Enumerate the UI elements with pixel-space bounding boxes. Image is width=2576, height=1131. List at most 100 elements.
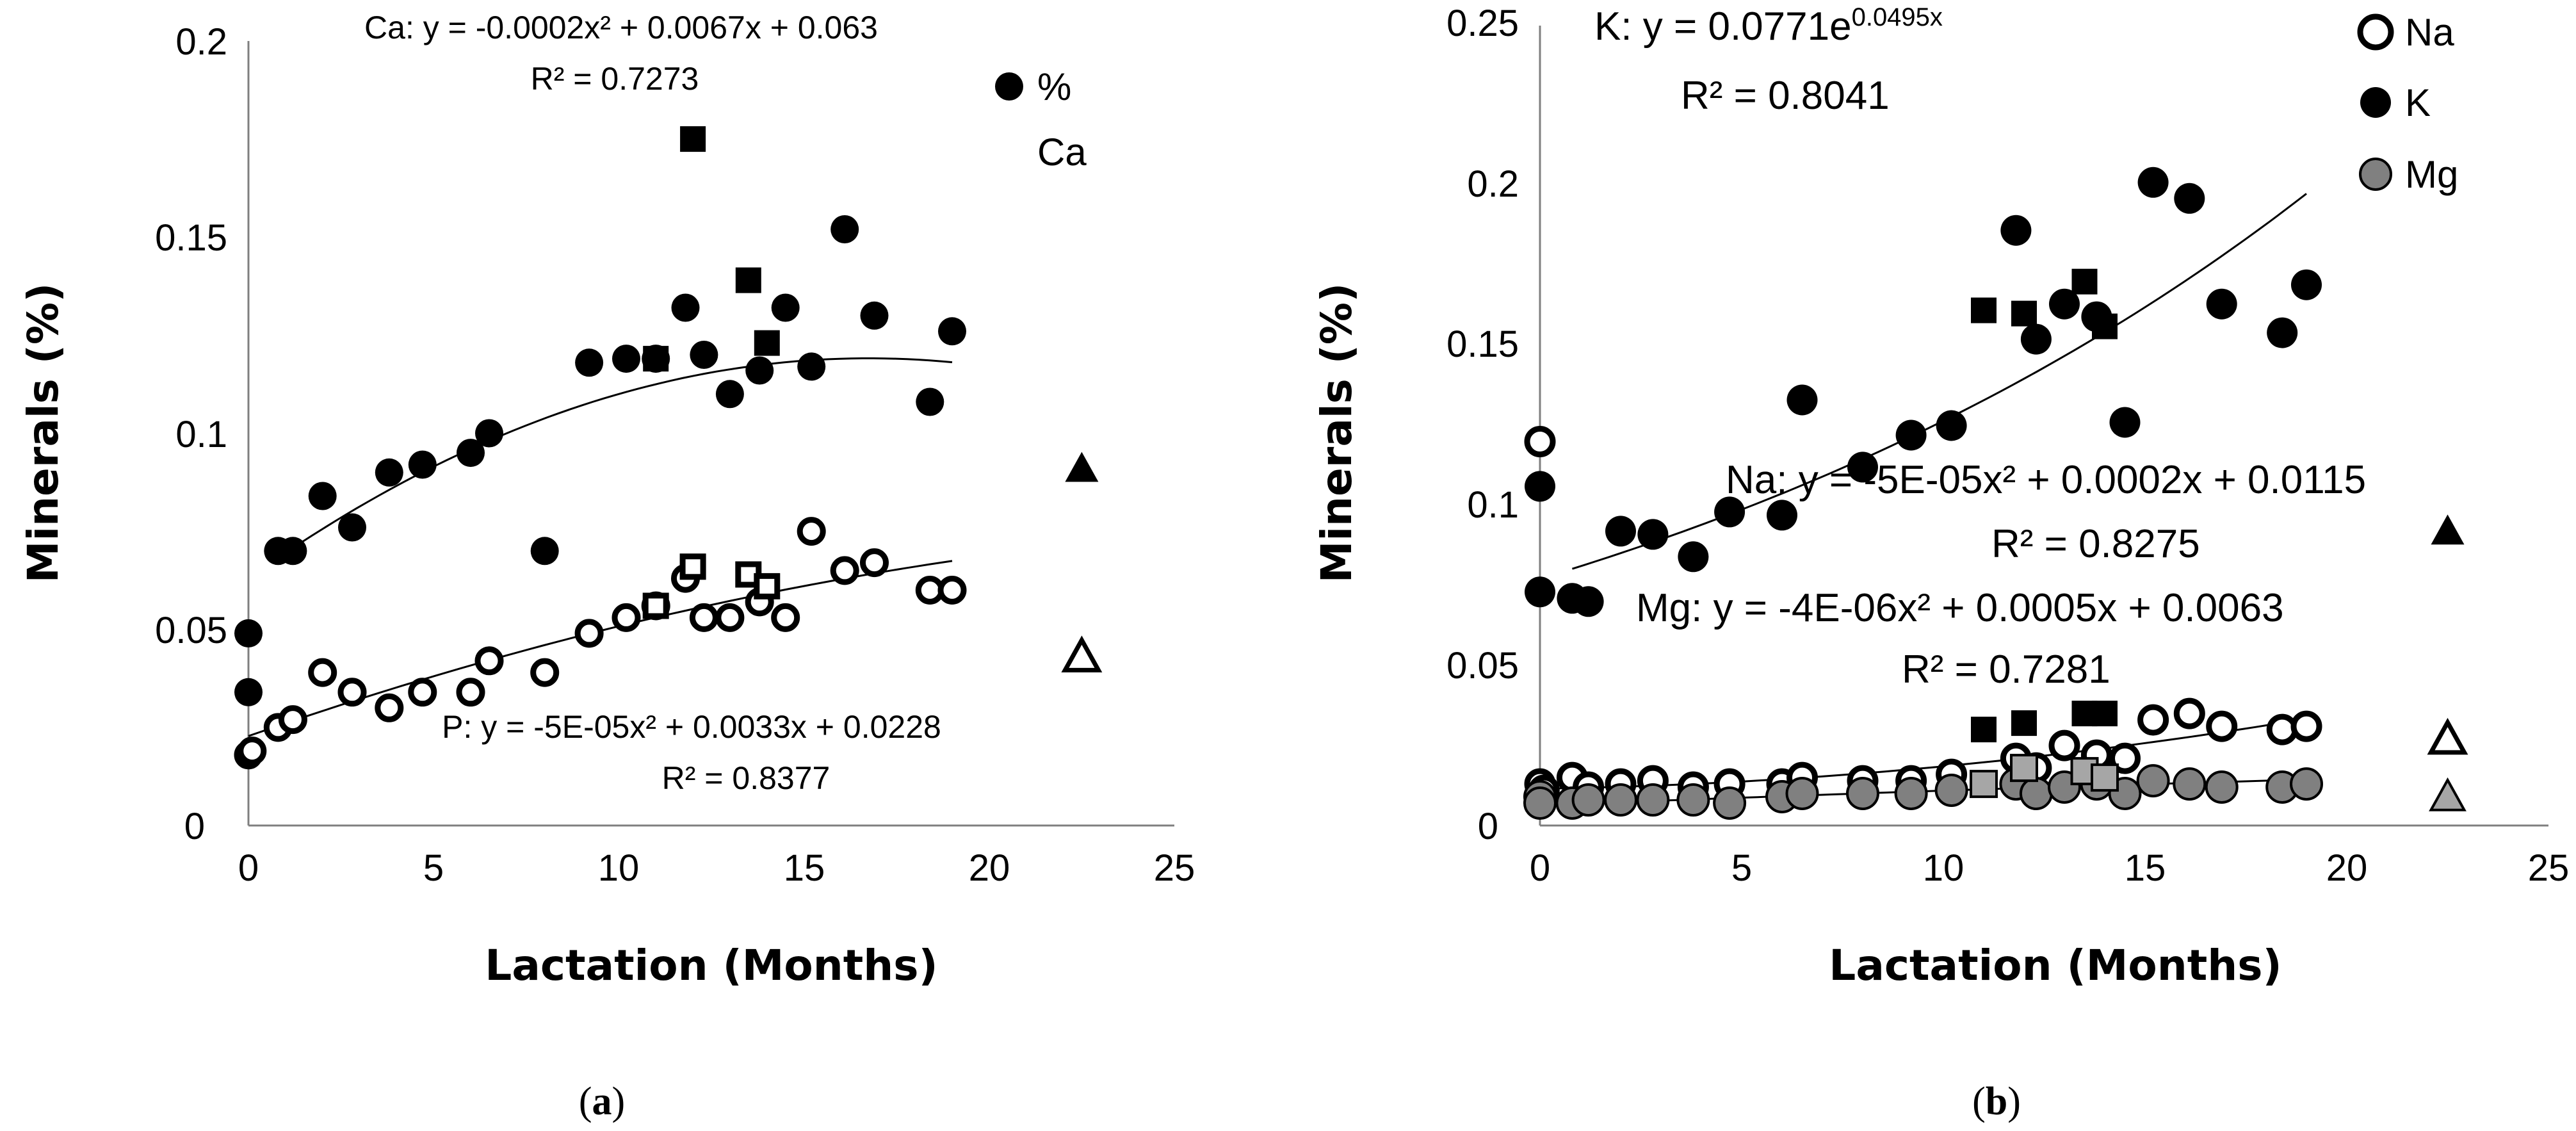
chart-b-k-equation: K: y = 0.0771e0.0495x xyxy=(1594,3,1943,49)
chart-a-point-p xyxy=(937,576,967,605)
chart-a-point-p xyxy=(797,517,826,546)
chart-b-point-k xyxy=(2020,323,2052,355)
chart-a-point-p xyxy=(238,736,267,766)
chart-a-x-tick-label: 15 xyxy=(784,847,825,889)
chart-a-point-ca xyxy=(938,317,966,346)
chart-b-point-k-mean xyxy=(1971,297,1997,323)
chart-b-y-tick-label: 0.2 xyxy=(1467,163,1519,205)
chart-a-x-tick-label: 5 xyxy=(423,847,444,889)
chart-a-point-ca xyxy=(234,678,263,706)
chart-b-point-mg xyxy=(2290,767,2323,801)
chart-b-point-k xyxy=(1714,496,1746,528)
chart-a-x-tick-label: 0 xyxy=(238,847,259,889)
chart-a-y-tick-label: 0.1 xyxy=(175,414,227,455)
chart-a-point-p xyxy=(860,548,889,578)
chart-a-p-equation: P: y = -5E-05x² + 0.0033x + 0.0228 xyxy=(442,709,941,745)
chart-a-point-p xyxy=(574,619,604,648)
chart-b-y-axis-title: Minerals (%) xyxy=(1312,283,1361,583)
chart-a-y-tick-label: 0.15 xyxy=(155,217,227,259)
chart-a-point-p xyxy=(408,678,437,707)
chart-b-na-r2: R² = 0.8275 xyxy=(1991,522,2200,566)
chart-a-point-p-mean xyxy=(679,553,706,580)
chart-a-point-ca xyxy=(457,439,485,468)
chart-b-point-na-reference xyxy=(2427,717,2468,755)
chart-a-y-tick-label: 0.05 xyxy=(155,610,227,651)
chart-b-point-mg xyxy=(1846,777,1879,810)
chart-b-point-mg-reference xyxy=(2429,777,2467,811)
chart-b-point-mg xyxy=(1894,777,1928,810)
chart-b-na-equation: Na: y = -5E-05x² + 0.0002x + 0.0115 xyxy=(1726,458,2366,502)
chart-b-point-k xyxy=(1786,384,1818,416)
chart-a-point-p-mean xyxy=(754,573,781,599)
chart-b-point-k xyxy=(1767,500,1797,531)
chart-b-point-na xyxy=(2173,697,2205,729)
chart-b-point-mg xyxy=(1713,786,1747,820)
chart-b-point-k xyxy=(1895,419,1927,451)
chart-b-point-mg xyxy=(1571,783,1605,817)
chart-b-point-k xyxy=(1605,516,1636,547)
chart-a-y-tick-label: 0.2 xyxy=(175,21,227,63)
chart-b-k-r2: R² = 0.8041 xyxy=(1681,74,1890,118)
chart-a-point-ca xyxy=(771,293,800,322)
chart-a-point-ca xyxy=(690,341,718,369)
chart-b-point-na xyxy=(2137,704,2169,736)
chart-b-point-na xyxy=(1524,426,1556,457)
chart-b-legend-marker-mg xyxy=(2359,158,2392,191)
chart-a-point-p xyxy=(278,705,307,735)
chart-a-point-ca-mean xyxy=(735,267,761,293)
chart-b-point-k-mean xyxy=(2071,268,2098,295)
chart-b-point-k xyxy=(2000,215,2032,246)
chart-b-x-tick-label: 25 xyxy=(2528,847,2570,889)
chart-a-point-p xyxy=(715,603,745,632)
chart-b-point-mg xyxy=(1604,783,1637,817)
chart-a-point-p xyxy=(830,556,859,585)
chart-a-legend-entry: Ca xyxy=(1037,131,1087,174)
chart-a-point-ca xyxy=(671,293,700,322)
chart-a-point-p xyxy=(612,603,641,632)
chart-a-points xyxy=(234,126,1103,770)
chart-b-point-k xyxy=(2137,167,2169,198)
chart-b-point-mg xyxy=(1636,783,1670,817)
chart-b-y-tick-label: 0.15 xyxy=(1446,323,1519,365)
chart-b-point-mg xyxy=(1934,774,1968,807)
chart-b-x-tick-label: 10 xyxy=(1923,847,1964,889)
chart-a-point-ca-mean xyxy=(754,330,780,356)
chart-b-point-mg xyxy=(1523,786,1557,820)
chart-b-point-k-reference xyxy=(2431,514,2465,545)
chart-a-point-p xyxy=(771,603,800,632)
chart-b-point-na-mean xyxy=(2011,710,2037,736)
chart-b-y-tick-label: 0 xyxy=(1478,806,1498,847)
chart-b-legend-entry: Na xyxy=(2405,11,2454,54)
chart-b: 0 0.05 0.1 0.15 0.2 0.25 0 5 10 15 20 25… xyxy=(1312,3,2569,1123)
chart-b-mg-equation: Mg: y = -4E-06x² + 0.0005x + 0.0063 xyxy=(1636,586,2284,630)
chart-b-point-na-mean xyxy=(1971,717,1997,743)
chart-a-point-ca xyxy=(375,458,403,487)
chart-a-x-tick-label: 20 xyxy=(969,847,1010,889)
chart-b-point-k xyxy=(1847,452,1878,483)
chart-b-point-k xyxy=(2206,288,2237,320)
chart-b-point-k xyxy=(2267,317,2298,348)
chart-b-point-na xyxy=(2290,710,2322,742)
chart-a-point-ca xyxy=(916,387,944,416)
chart-a-panel-label: (a) xyxy=(579,1080,625,1123)
chart-b-point-mg-mean xyxy=(2091,763,2119,792)
chart-b-x-tick-label: 15 xyxy=(2125,847,2166,889)
chart-b-x-tick-label: 5 xyxy=(1731,847,1752,889)
chart-a-point-p xyxy=(456,678,485,707)
chart-a-x-tick-label: 10 xyxy=(598,847,640,889)
chart-a-point-p-mean xyxy=(642,592,669,619)
chart-a-point-p xyxy=(474,646,504,676)
chart-b-k-equation-base: K: y = 0.0771e xyxy=(1594,4,1852,49)
chart-a-ca-r2: R² = 0.7273 xyxy=(531,61,699,97)
chart-b-point-mg xyxy=(2136,764,2170,798)
chart-b-point-mg xyxy=(2173,767,2207,801)
chart-b-panel-label: (b) xyxy=(1972,1080,2021,1123)
chart-b-x-tick-label: 0 xyxy=(1530,847,1550,889)
chart-b-points xyxy=(1523,167,2468,820)
chart-b-point-k xyxy=(2291,269,2322,300)
chart-a-ca-equation: Ca: y = -0.0002x² + 0.0067x + 0.063 xyxy=(364,10,878,45)
chart-b-point-k xyxy=(1525,471,1555,502)
chart-b-k-equation-exponent: 0.0495x xyxy=(1852,3,1943,31)
chart-a-point-p-reference xyxy=(1061,635,1103,672)
chart-b-legend: Na K Mg xyxy=(2357,11,2458,196)
